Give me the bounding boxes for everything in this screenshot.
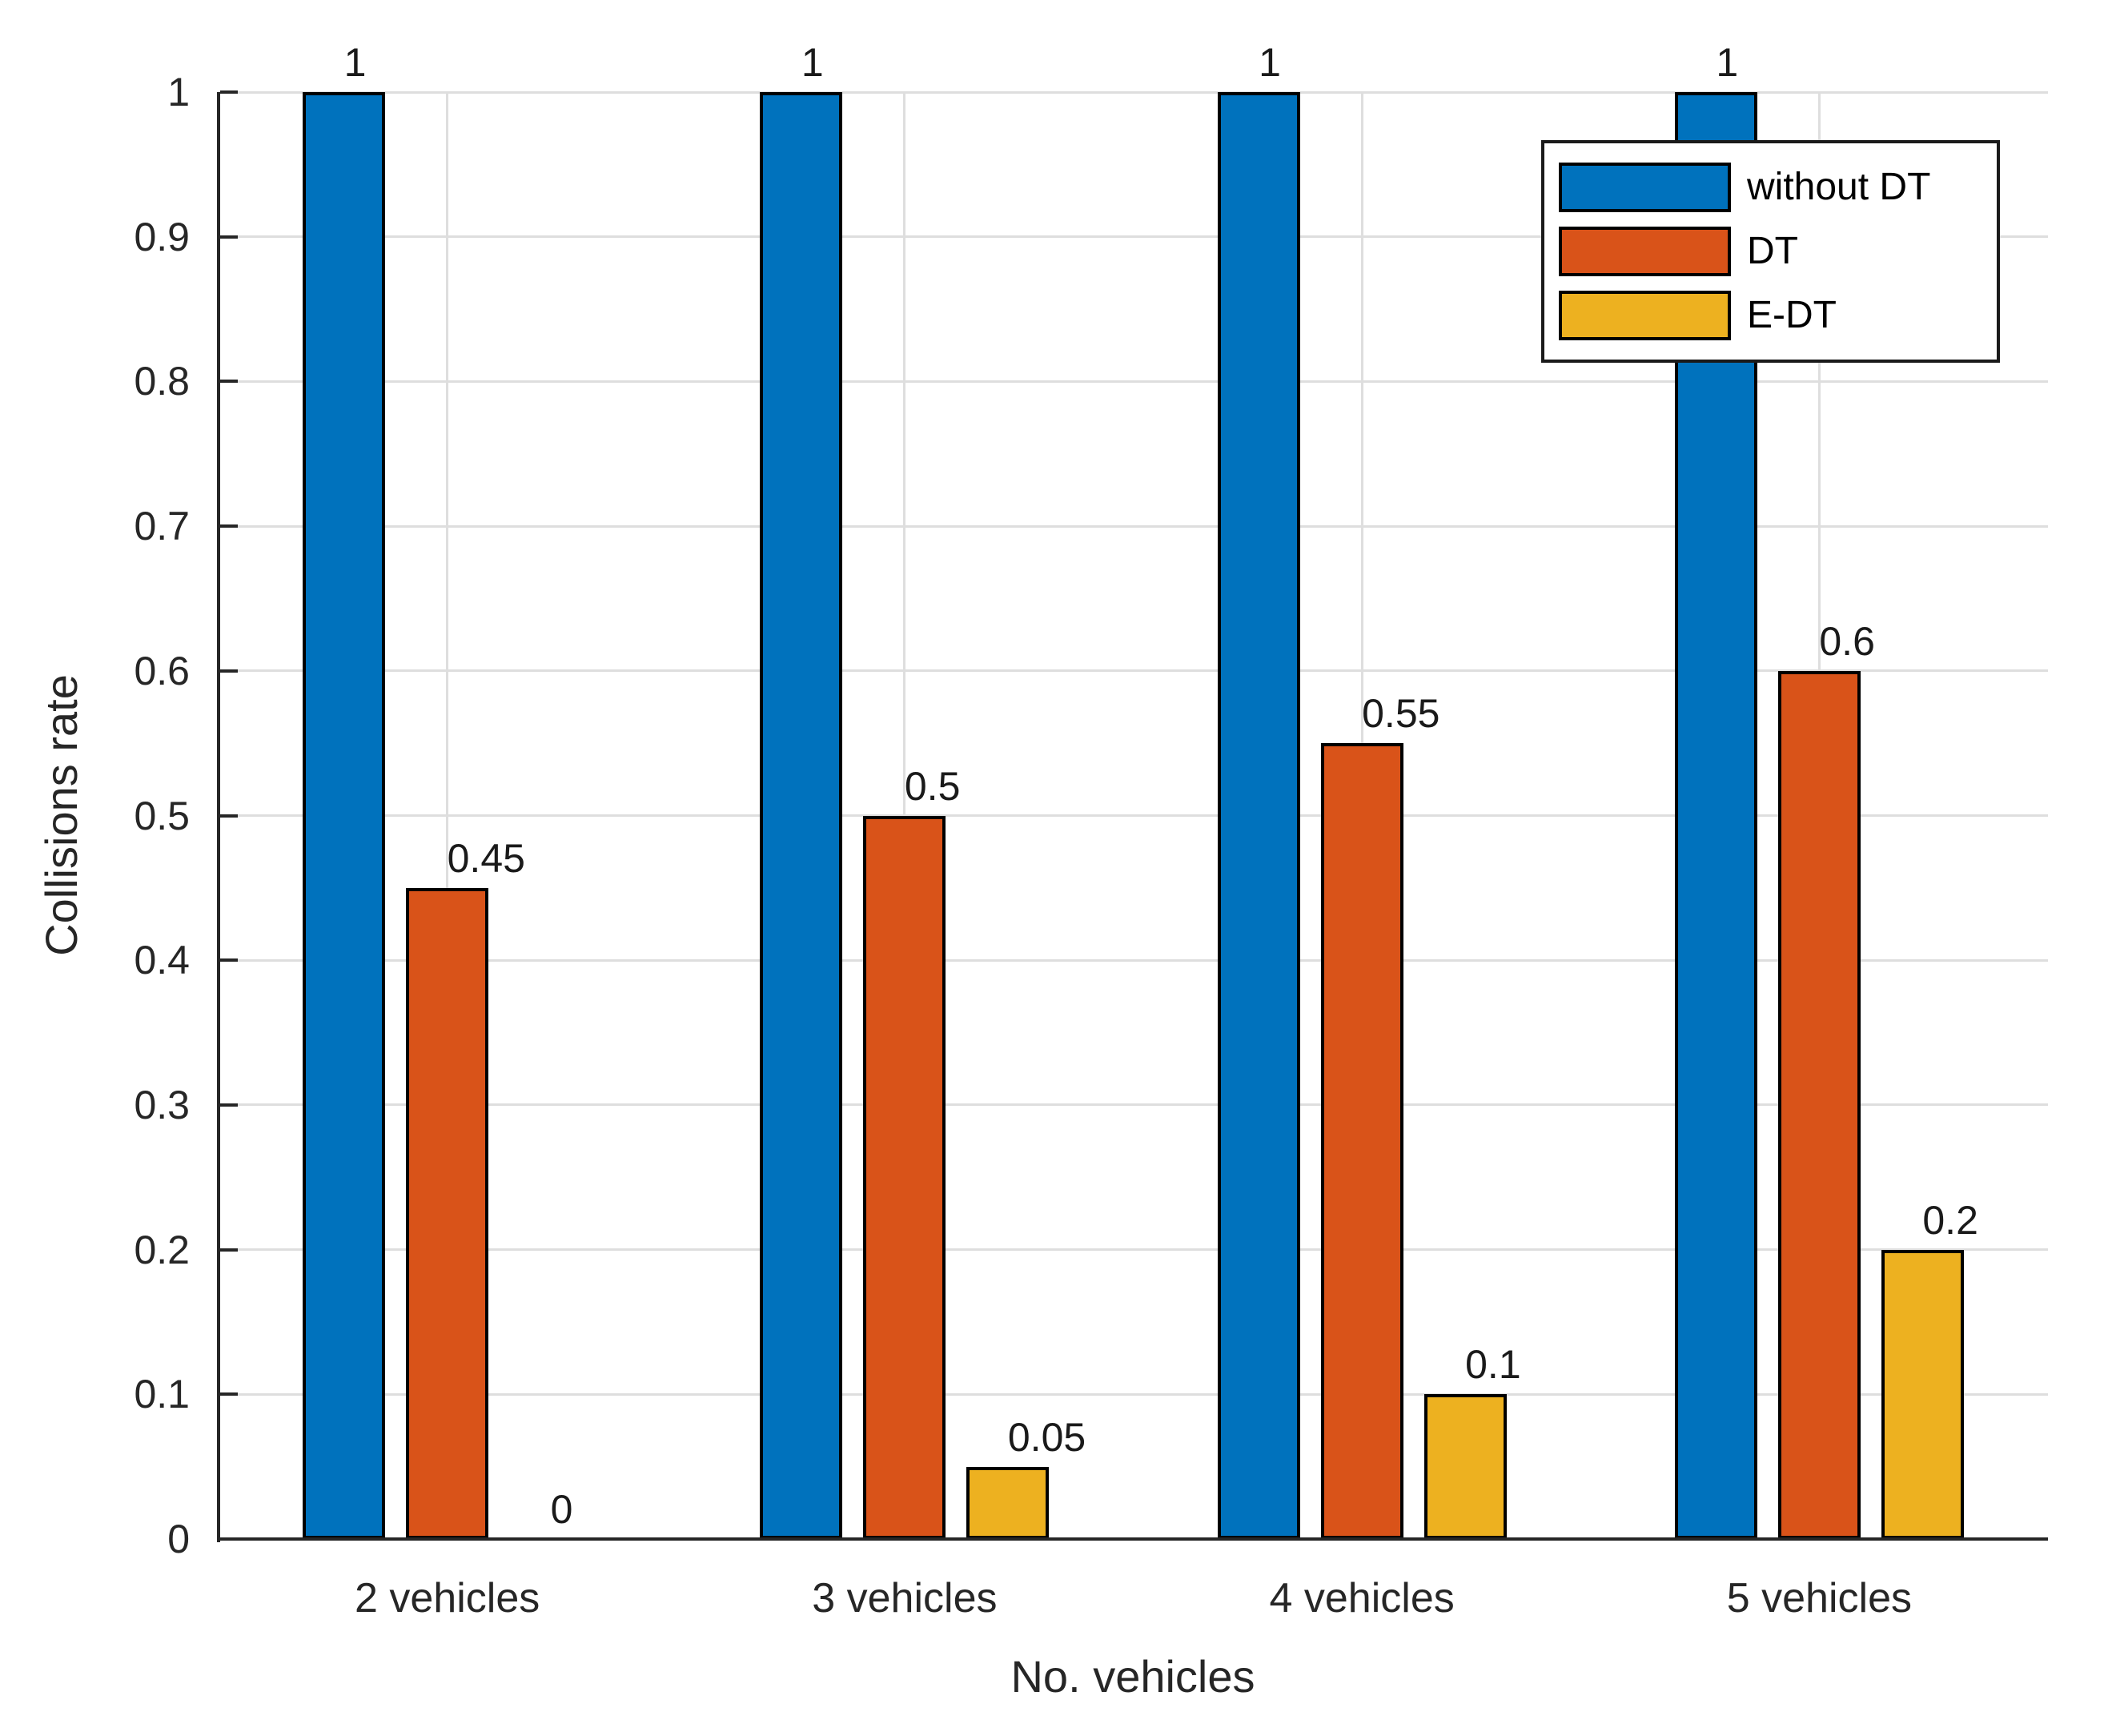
bar-without-dt-3-vehicles <box>760 92 843 1539</box>
x-tick-label-3-vehicles: 3 vehicles <box>812 1575 998 1621</box>
y-gridline-0.2 <box>219 1248 2048 1252</box>
y-tick-0.4 <box>220 958 238 962</box>
y-axis-line <box>217 92 220 1542</box>
bar-value-label-dt-2-vehicles: 0.45 <box>447 835 525 881</box>
bar-dt-5-vehicles <box>1777 670 1861 1539</box>
y-gridline-0.4 <box>219 958 2048 962</box>
y-tick-0.9 <box>220 235 238 239</box>
bar-dt-3-vehicles <box>863 815 946 1539</box>
legend-swatch-without-dt <box>1559 163 1731 212</box>
legend-item-dt: DT <box>1559 227 1997 276</box>
y-gridline-1 <box>219 90 2048 94</box>
y-tick-0.6 <box>220 669 238 673</box>
y-tick-label-0.6: 0.6 <box>134 648 190 693</box>
y-gridline-0.6 <box>219 669 2048 673</box>
y-tick-label-0.4: 0.4 <box>134 938 190 983</box>
legend-label-dt: DT <box>1747 230 1798 272</box>
y-gridline-0.7 <box>219 524 2048 528</box>
y-tick-label-0.1: 0.1 <box>134 1372 190 1417</box>
y-tick-label-0.7: 0.7 <box>134 504 190 549</box>
y-tick-0.3 <box>220 1103 238 1107</box>
bar-value-label-without-dt-2-vehicles: 1 <box>343 40 367 85</box>
bar-e-dt-4-vehicles <box>1423 1394 1507 1539</box>
bar-without-dt-2-vehicles <box>303 92 386 1539</box>
bar-value-label-e-dt-5-vehicles: 0.2 <box>1922 1197 1978 1243</box>
y-tick-0.2 <box>220 1248 238 1252</box>
y-tick-0.1 <box>220 1392 238 1396</box>
y-gridline-0.3 <box>219 1103 2048 1107</box>
bar-value-label-without-dt-4-vehicles: 1 <box>1259 40 1281 85</box>
y-tick-0.7 <box>220 524 238 528</box>
legend-swatch-dt <box>1559 227 1731 276</box>
x-axis-title: No. vehicles <box>1010 1651 1255 1702</box>
x-tick-label-4-vehicles: 4 vehicles <box>1269 1575 1455 1621</box>
legend-swatch-e-dt <box>1559 291 1731 340</box>
bar-without-dt-4-vehicles <box>1217 92 1300 1539</box>
y-tick-0.5 <box>220 814 238 818</box>
y-tick-0.8 <box>220 380 238 384</box>
bar-value-label-e-dt-3-vehicles: 0.05 <box>1007 1414 1086 1460</box>
bar-value-label-dt-3-vehicles: 0.5 <box>904 763 961 809</box>
bar-dt-2-vehicles <box>406 887 489 1539</box>
y-tick-label-0: 0 <box>167 1517 190 1561</box>
bar-dt-4-vehicles <box>1320 743 1403 1539</box>
y-tick-1 <box>220 90 238 94</box>
y-tick-label-0.5: 0.5 <box>134 793 190 838</box>
bar-value-label-dt-4-vehicles: 0.55 <box>1362 691 1440 737</box>
legend-item-e-dt: E-DT <box>1559 291 1997 340</box>
y-tick-label-0.3: 0.3 <box>134 1082 190 1127</box>
y-gridline-0.8 <box>219 380 2048 383</box>
bar-value-label-e-dt-2-vehicles: 0 <box>550 1487 573 1532</box>
y-gridline-0.9 <box>219 235 2048 239</box>
x-tick-label-5-vehicles: 5 vehicles <box>1726 1575 1912 1621</box>
bar-value-label-dt-5-vehicles: 0.6 <box>1819 618 1875 664</box>
bar-value-label-without-dt-3-vehicles: 1 <box>801 40 824 85</box>
bar-value-label-e-dt-4-vehicles: 0.1 <box>1465 1342 1521 1388</box>
legend-label-without-dt: without DT <box>1747 166 1931 208</box>
y-gridline-0.5 <box>219 814 2048 817</box>
legend-label-e-dt: E-DT <box>1747 294 1837 336</box>
y-tick-label-0.8: 0.8 <box>134 359 190 404</box>
y-gridline-0.1 <box>219 1392 2048 1396</box>
x-axis-line <box>217 1537 2048 1541</box>
y-tick-label-0.2: 0.2 <box>134 1227 190 1272</box>
bar-e-dt-5-vehicles <box>1881 1249 1964 1539</box>
y-tick-label-1: 1 <box>167 70 190 115</box>
bar-e-dt-3-vehicles <box>966 1466 1050 1539</box>
x-gridline-2-vehicles <box>446 92 449 1539</box>
x-tick-label-2-vehicles: 2 vehicles <box>355 1575 540 1621</box>
bar-value-label-without-dt-5-vehicles: 1 <box>1716 40 1739 85</box>
y-tick-label-0.9: 0.9 <box>134 214 190 259</box>
legend: without DT DT E-DT <box>1541 140 2000 363</box>
legend-item-without-dt: without DT <box>1559 163 1997 212</box>
